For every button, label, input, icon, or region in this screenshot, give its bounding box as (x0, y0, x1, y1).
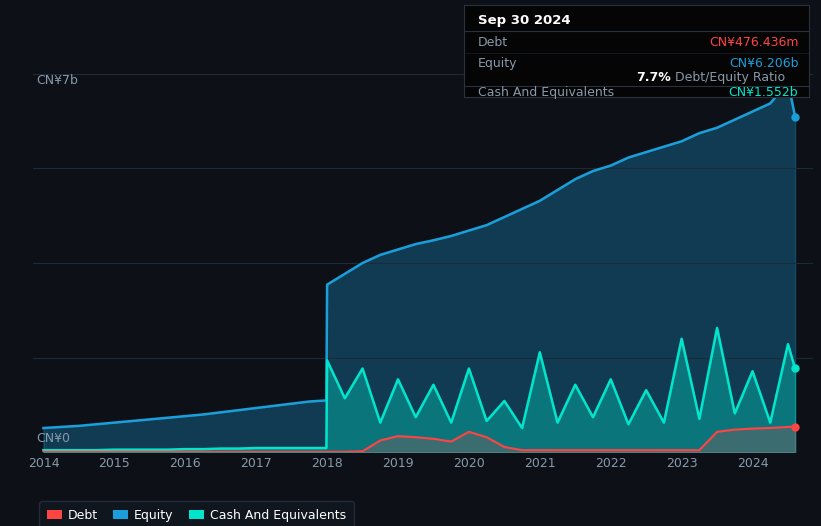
Text: Cash And Equivalents: Cash And Equivalents (478, 86, 614, 99)
Text: CN¥6.206b: CN¥6.206b (729, 57, 798, 70)
Text: Sep 30 2024: Sep 30 2024 (478, 14, 571, 27)
Text: CN¥0: CN¥0 (37, 432, 71, 445)
Text: Debt: Debt (478, 36, 507, 48)
Text: CN¥7b: CN¥7b (37, 74, 79, 87)
Text: Equity: Equity (478, 57, 517, 70)
Legend: Debt, Equity, Cash And Equivalents: Debt, Equity, Cash And Equivalents (39, 501, 354, 526)
Text: CN¥1.552b: CN¥1.552b (729, 86, 798, 99)
Text: 7.7%: 7.7% (636, 70, 671, 84)
Text: Debt/Equity Ratio: Debt/Equity Ratio (671, 70, 785, 84)
Text: CN¥476.436m: CN¥476.436m (709, 36, 798, 48)
